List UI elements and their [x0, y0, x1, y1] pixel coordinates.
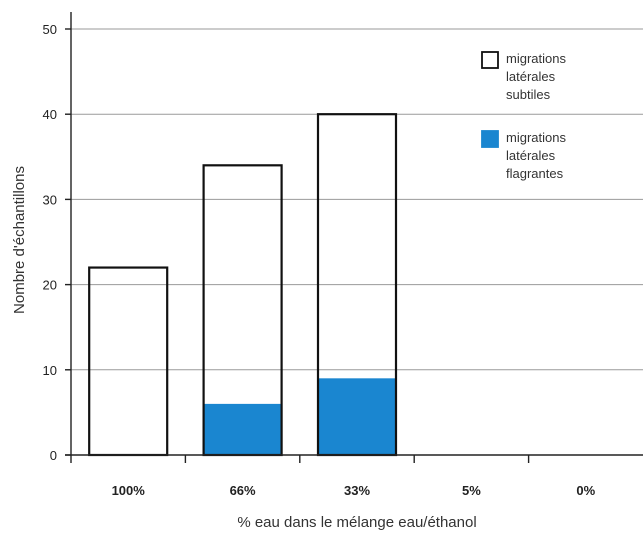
x-tick-label-2: 33%: [344, 483, 370, 498]
legend-label-0-2: subtiles: [506, 87, 551, 102]
y-tick-label-0: 0: [50, 448, 57, 463]
legend-label-1-0: migrations: [506, 130, 566, 145]
legend-label-0-0: migrations: [506, 51, 566, 66]
gridlines: [65, 28, 643, 371]
y-axis-label: Nombre d'échantillons: [11, 166, 28, 314]
y-tick-label-30: 30: [43, 192, 57, 207]
legend-label-1-1: latérales: [506, 148, 556, 163]
legend-swatch-1: [481, 130, 499, 148]
y-tick-label-10: 10: [43, 363, 57, 378]
y-tick-label-40: 40: [43, 107, 57, 122]
x-tick-label-0: 100%: [112, 483, 146, 498]
x-tick-label-4: 0%: [576, 483, 595, 498]
bar-flagrantes-2: [318, 378, 396, 455]
x-axis-label: % eau dans le mélange eau/éthanol: [237, 514, 476, 531]
bar-flagrantes-1: [203, 403, 282, 455]
y-tick-label-50: 50: [43, 22, 57, 37]
y-tick-labels: 0 10 20 30 40 50: [43, 22, 57, 463]
x-tick-label-3: 5%: [462, 483, 481, 498]
bars: [88, 113, 398, 457]
y-tick-label-20: 20: [43, 278, 57, 293]
legend-swatch-0: [481, 51, 499, 69]
legend-label-1-2: flagrantes: [506, 166, 564, 181]
legend-label-0-1: latérales: [506, 69, 556, 84]
axes: [65, 12, 643, 463]
bar-total-0: [88, 266, 169, 457]
bar-subtiles-2: [318, 114, 396, 378]
legend: migrations latérales subtiles migrations lat…: [481, 51, 566, 181]
x-tick-labels: 100% 66% 33% 5% 0%: [112, 483, 596, 498]
x-tick-label-1: 66%: [230, 483, 256, 498]
